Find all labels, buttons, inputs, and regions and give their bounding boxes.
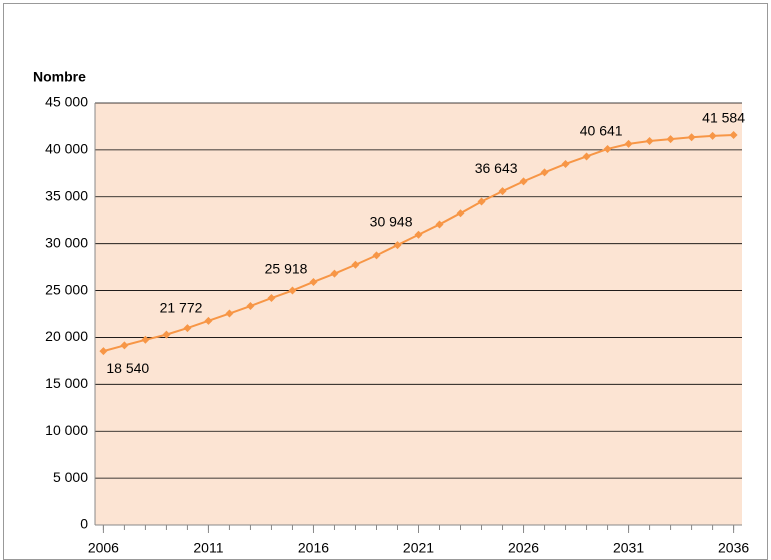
marker <box>540 168 549 177</box>
y-tick-label: 15 000 <box>45 375 88 391</box>
marker <box>687 133 696 142</box>
data-label: 18 540 <box>106 360 149 376</box>
data-label: 36 643 <box>475 160 518 176</box>
x-tick-label: 2021 <box>403 540 434 556</box>
y-tick-label: 10 000 <box>45 422 88 438</box>
marker <box>309 277 318 286</box>
marker <box>456 209 465 218</box>
marker <box>582 152 591 161</box>
data-label: 40 641 <box>580 123 623 139</box>
marker <box>225 309 234 318</box>
marker <box>645 136 654 145</box>
marker <box>603 144 612 153</box>
marker <box>561 159 570 168</box>
marker <box>246 302 255 311</box>
y-axis-title: Nombre <box>33 69 86 85</box>
marker <box>183 324 192 333</box>
x-tick-label: 2026 <box>508 540 539 556</box>
marker <box>414 230 423 239</box>
data-label: 30 948 <box>370 213 413 229</box>
plot-area <box>95 103 742 525</box>
y-tick-label: 45 000 <box>45 94 88 110</box>
marker <box>351 260 360 269</box>
marker <box>729 131 738 140</box>
marker <box>141 335 150 344</box>
marker <box>162 330 171 339</box>
y-tick-label: 20 000 <box>45 328 88 344</box>
data-label: 21 772 <box>160 300 203 316</box>
marker <box>498 187 507 196</box>
marker <box>519 177 528 186</box>
marker <box>330 269 339 278</box>
data-label: 41 584 <box>702 110 745 126</box>
marker <box>624 139 633 148</box>
marker <box>372 251 381 260</box>
y-tick-label: 35 000 <box>45 187 88 203</box>
x-tick-label: 2031 <box>613 540 644 556</box>
marker <box>435 220 444 229</box>
marker <box>120 341 129 350</box>
y-tick-label: 40 000 <box>45 141 88 157</box>
y-tick-label: 30 000 <box>45 234 88 250</box>
y-tick-label: 25 000 <box>45 281 88 297</box>
marker <box>288 286 297 295</box>
marker <box>267 294 276 303</box>
x-tick-label: 2016 <box>298 540 329 556</box>
x-tick-label: 2036 <box>718 540 749 556</box>
y-tick-label: 5 000 <box>53 469 88 485</box>
y-tick-label: 0 <box>80 516 88 532</box>
marker <box>204 316 213 325</box>
marker <box>477 197 486 206</box>
data-label: 25 918 <box>265 261 308 277</box>
x-tick-label: 2006 <box>88 540 119 556</box>
marker <box>666 135 675 144</box>
marker <box>708 131 717 140</box>
marker <box>393 241 402 250</box>
marker <box>99 347 108 356</box>
x-tick-label: 2011 <box>193 540 223 556</box>
